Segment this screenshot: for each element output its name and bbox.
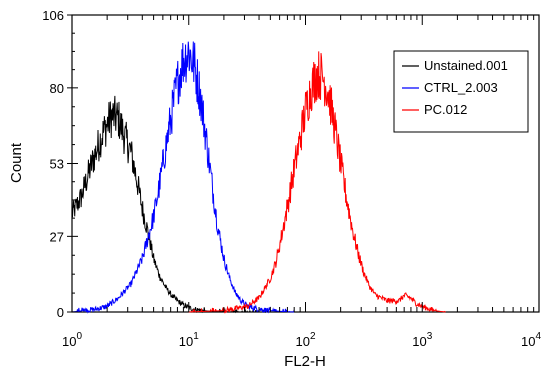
x-tick-label: 100 [62,331,82,349]
legend-box [393,50,529,133]
y-tick-label: 53 [50,157,64,172]
y-axis-title: Count [8,142,25,183]
series-1 [71,41,295,314]
x-tick-label: 101 [179,331,199,349]
legend-label: CTRL_2.003 [424,80,498,95]
series-line-0 [71,95,270,314]
y-tick-label: 80 [50,81,64,96]
y-axis-ticks: 0 27 53 80 106 [42,8,78,320]
series-line-2 [188,51,446,314]
series-0 [71,95,270,314]
series-line-1 [71,41,295,314]
x-axis-title: FL2-H [284,353,326,370]
y-tick-label: 27 [50,229,64,244]
x-tick-label: 104 [521,331,541,349]
legend: Unstained.001 CTRL_2.003 PC.012 [393,50,529,133]
x-axis-ticks: 100 101 102 103 104 [62,15,541,349]
y-tick-label: 0 [57,305,64,320]
legend-label: PC.012 [424,102,467,117]
x-tick-label: 102 [295,331,315,349]
series-2 [188,51,446,314]
series-layer [71,41,446,314]
legend-label: Unstained.001 [424,58,508,73]
x-tick-label: 103 [412,331,432,349]
y-tick-label: 106 [42,8,64,23]
